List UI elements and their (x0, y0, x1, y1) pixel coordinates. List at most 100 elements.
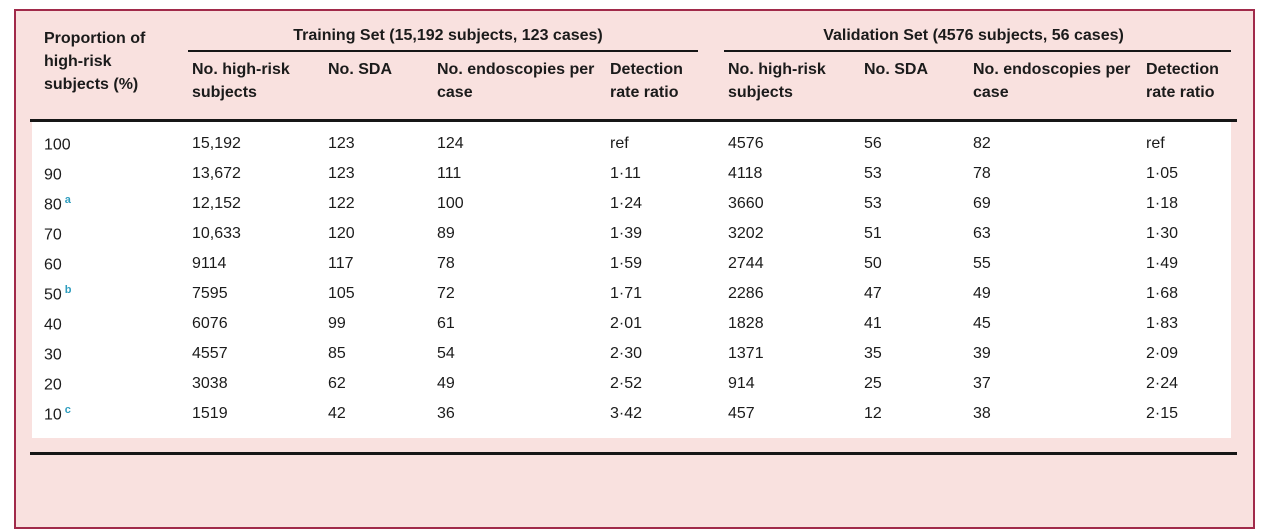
cell-training-endoscopies: 61 (425, 309, 598, 339)
cell-training-detection: 1·39 (598, 219, 716, 249)
table-body: 100 15,192 123 124 ref 4576 56 82 ref 90… (32, 122, 1232, 438)
cell-validation-high-risk: 914 (716, 369, 852, 399)
column-header-training-high-risk: No. high-risk subjects (192, 61, 290, 101)
footnote-marker: c (64, 403, 71, 416)
cell-validation-sda: 25 (852, 369, 961, 399)
cell-training-detection: 1·11 (598, 159, 716, 189)
cell-training-high-risk: 10,633 (180, 219, 316, 249)
column-header-proportion: Proportion of high-risk subjects (%) (44, 30, 146, 93)
cell-validation-sda: 53 (852, 159, 961, 189)
sub-header-row: No. high-risk subjects No. SDA No. endos… (32, 52, 1231, 116)
table-card: Proportion of high-risk subjects (%) Tra… (14, 9, 1255, 529)
table-row: 30 4557 85 54 2·30 1371 35 39 2·09 (32, 339, 1232, 369)
proportion-value: 90 (44, 166, 62, 184)
column-header-training-sda: No. SDA (328, 61, 392, 78)
cell-training-sda: 42 (316, 399, 425, 438)
cell-validation-detection: 1·30 (1134, 219, 1232, 249)
cell-training-high-risk: 13,672 (180, 159, 316, 189)
proportion-value: 30 (44, 346, 62, 364)
cell-training-detection: 2·01 (598, 309, 716, 339)
cell-validation-sda: 53 (852, 189, 961, 219)
cell-training-endoscopies: 78 (425, 249, 598, 279)
cell-training-endoscopies: 111 (425, 159, 598, 189)
header-rule-row (30, 116, 1237, 122)
cell-validation-endoscopies: 49 (961, 279, 1134, 309)
cell-proportion: 90 (32, 159, 180, 189)
cell-training-sda: 123 (316, 122, 425, 159)
cell-training-endoscopies: 49 (425, 369, 598, 399)
table-row: 70 10,633 120 89 1·39 3202 51 63 1·30 (32, 219, 1232, 249)
cell-proportion: 80 a (32, 189, 180, 219)
column-header-training-detection: Detection rate ratio (610, 61, 683, 101)
cell-training-high-risk: 6076 (180, 309, 316, 339)
cell-training-endoscopies: 36 (425, 399, 598, 438)
cell-validation-endoscopies: 37 (961, 369, 1134, 399)
cell-validation-detection: ref (1134, 122, 1232, 159)
cell-validation-endoscopies: 55 (961, 249, 1134, 279)
cell-validation-sda: 50 (852, 249, 961, 279)
proportion-value: 10 (44, 406, 62, 424)
column-header-training-endoscopies: No. endoscopies per case (437, 61, 595, 101)
cell-training-high-risk: 12,152 (180, 189, 316, 219)
footer-gap-row (32, 438, 1231, 452)
cell-proportion: 30 (32, 339, 180, 369)
table-row: 90 13,672 123 111 1·11 4118 53 78 1·05 (32, 159, 1232, 189)
cell-validation-endoscopies: 39 (961, 339, 1134, 369)
cell-proportion: 40 (32, 309, 180, 339)
cell-training-sda: 62 (316, 369, 425, 399)
cell-validation-sda: 41 (852, 309, 961, 339)
footnote-marker: b (64, 283, 72, 296)
proportion-value: 20 (44, 376, 62, 394)
column-header-validation-high-risk: No. high-risk subjects (728, 61, 826, 101)
results-table: Proportion of high-risk subjects (%) Tra… (30, 17, 1237, 455)
cell-validation-sda: 35 (852, 339, 961, 369)
cell-training-detection: 1·59 (598, 249, 716, 279)
column-header-validation-endoscopies: No. endoscopies per case (973, 61, 1131, 101)
cell-validation-detection: 2·15 (1134, 399, 1232, 438)
footnote-marker: a (64, 193, 71, 206)
cell-validation-endoscopies: 78 (961, 159, 1134, 189)
cell-training-detection: 3·42 (598, 399, 716, 438)
cell-validation-endoscopies: 63 (961, 219, 1134, 249)
training-group-rule (188, 50, 698, 52)
cell-training-sda: 117 (316, 249, 425, 279)
group-header-training: Training Set (15,192 subjects, 123 cases… (180, 17, 716, 52)
cell-training-endoscopies: 100 (425, 189, 598, 219)
table-row: 20 3038 62 49 2·52 914 25 37 2·24 (32, 369, 1232, 399)
cell-proportion: 70 (32, 219, 180, 249)
cell-validation-detection: 1·49 (1134, 249, 1232, 279)
proportion-value: 80 (44, 196, 62, 214)
cell-training-detection: 2·52 (598, 369, 716, 399)
table-row: 50 b 7595 105 72 1·71 2286 47 49 1·68 (32, 279, 1232, 309)
cell-training-detection: 2·30 (598, 339, 716, 369)
cell-training-endoscopies: 54 (425, 339, 598, 369)
cell-validation-high-risk: 3660 (716, 189, 852, 219)
cell-training-high-risk: 4557 (180, 339, 316, 369)
cell-validation-endoscopies: 45 (961, 309, 1134, 339)
cell-proportion: 10 c (32, 399, 180, 438)
cell-validation-detection: 1·05 (1134, 159, 1232, 189)
cell-validation-high-risk: 2286 (716, 279, 852, 309)
cell-training-sda: 105 (316, 279, 425, 309)
cell-training-detection: ref (598, 122, 716, 159)
proportion-value: 40 (44, 316, 62, 334)
cell-validation-high-risk: 4118 (716, 159, 852, 189)
proportion-value: 100 (44, 136, 71, 154)
cell-validation-high-risk: 1828 (716, 309, 852, 339)
footer-rule-row (30, 452, 1237, 455)
cell-proportion: 50 b (32, 279, 180, 309)
cell-validation-sda: 47 (852, 279, 961, 309)
column-header-validation-detection: Detection rate ratio (1146, 61, 1219, 101)
cell-proportion: 100 (32, 122, 180, 159)
table-row: 60 9114 117 78 1·59 2744 50 55 1·49 (32, 249, 1232, 279)
cell-validation-detection: 1·68 (1134, 279, 1232, 309)
table-header: Proportion of high-risk subjects (%) Tra… (30, 17, 1237, 122)
cell-training-sda: 123 (316, 159, 425, 189)
table-row: 10 c 1519 42 36 3·42 457 12 38 2·15 (32, 399, 1232, 438)
cell-validation-high-risk: 3202 (716, 219, 852, 249)
table-row: 80 a 12,152 122 100 1·24 3660 53 69 1·18 (32, 189, 1232, 219)
header-bottom-rule (30, 119, 1237, 122)
cell-validation-high-risk: 457 (716, 399, 852, 438)
cell-validation-detection: 1·18 (1134, 189, 1232, 219)
cell-validation-detection: 2·09 (1134, 339, 1232, 369)
